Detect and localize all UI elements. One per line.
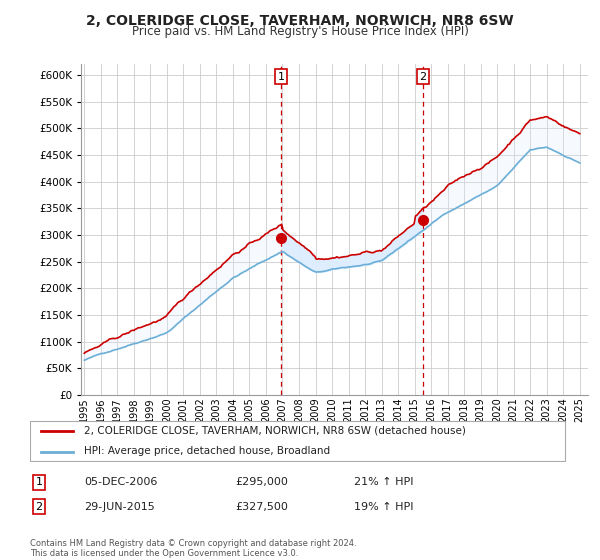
Text: 21% ↑ HPI: 21% ↑ HPI	[354, 477, 413, 487]
FancyBboxPatch shape	[30, 421, 565, 461]
Text: HPI: Average price, detached house, Broadland: HPI: Average price, detached house, Broa…	[84, 446, 330, 456]
Text: 2: 2	[35, 502, 43, 512]
Text: 2, COLERIDGE CLOSE, TAVERHAM, NORWICH, NR8 6SW: 2, COLERIDGE CLOSE, TAVERHAM, NORWICH, N…	[86, 14, 514, 28]
Text: 2, COLERIDGE CLOSE, TAVERHAM, NORWICH, NR8 6SW (detached house): 2, COLERIDGE CLOSE, TAVERHAM, NORWICH, N…	[84, 426, 466, 436]
Text: 1: 1	[35, 477, 43, 487]
Text: 05-DEC-2006: 05-DEC-2006	[84, 477, 157, 487]
Text: 2: 2	[419, 72, 427, 82]
Text: £295,000: £295,000	[235, 477, 288, 487]
Text: £327,500: £327,500	[235, 502, 288, 512]
Text: 1: 1	[278, 72, 284, 82]
Text: Price paid vs. HM Land Registry's House Price Index (HPI): Price paid vs. HM Land Registry's House …	[131, 25, 469, 38]
Text: Contains HM Land Registry data © Crown copyright and database right 2024.
This d: Contains HM Land Registry data © Crown c…	[30, 539, 356, 558]
Text: 29-JUN-2015: 29-JUN-2015	[84, 502, 155, 512]
Text: 19% ↑ HPI: 19% ↑ HPI	[354, 502, 413, 512]
